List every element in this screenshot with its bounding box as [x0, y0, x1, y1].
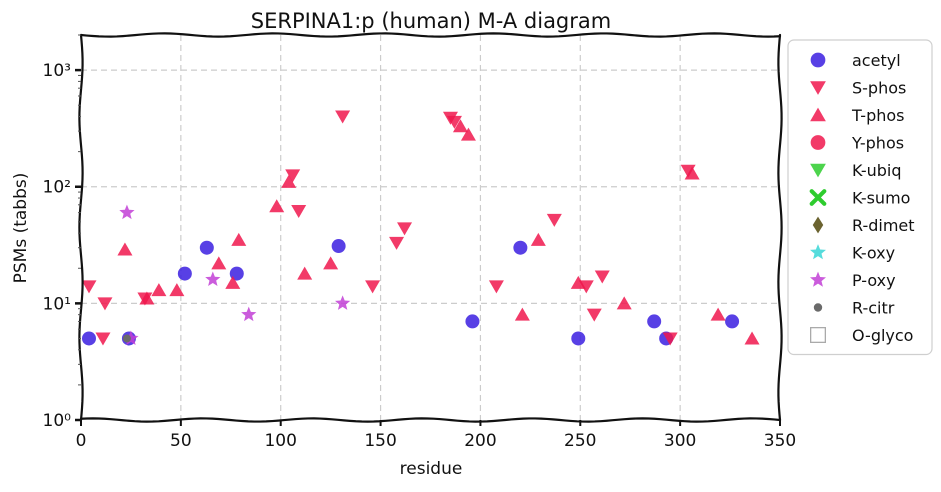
x-tick-label: 300	[664, 431, 696, 451]
point-s-phos	[594, 270, 610, 284]
x-tick-label: 200	[464, 431, 496, 451]
point-s-phos	[488, 280, 504, 294]
x-axis-label: residue	[400, 459, 463, 479]
legend-marker-o-glyco	[810, 326, 827, 343]
point-t-phos	[231, 232, 247, 246]
point-s-phos	[546, 213, 562, 227]
point-s-phos	[389, 236, 405, 250]
legend-label-y-phos: Y-phos	[851, 134, 904, 153]
point-t-phos	[744, 331, 760, 345]
point-p-oxy	[241, 306, 257, 322]
y-axis: 10⁰ 10¹ 10² 10³	[43, 34, 81, 431]
point-t-phos	[323, 256, 339, 270]
legend-marker-y-phos	[810, 135, 826, 150]
x-tick-label: 50	[170, 431, 192, 451]
point-t-phos	[452, 119, 468, 133]
point-t-phos	[514, 307, 530, 321]
point-t-phos	[570, 275, 586, 289]
x-tick-label: 350	[764, 431, 796, 451]
legend-label-r-citr: R-citr	[852, 299, 895, 318]
x-tick-label: 0	[76, 431, 87, 451]
point-p-oxy	[205, 271, 221, 287]
y-tick-label: 10¹	[43, 294, 71, 314]
legend-label-o-glyco: O-glyco	[852, 326, 913, 345]
legend-label-s-phos: S-phos	[852, 79, 906, 98]
legend-marker-r-dimet	[812, 216, 824, 234]
y-axis-label: PSMs (tabbs)	[11, 173, 31, 284]
point-t-phos	[139, 291, 155, 305]
point-acetyl	[513, 240, 528, 255]
frame-left	[78, 33, 84, 422]
legend-label-t-phos: T-phos	[851, 106, 905, 125]
legend-marker-k-ubiq	[810, 163, 826, 178]
point-p-oxy	[335, 295, 351, 310]
point-acetyl	[81, 331, 96, 346]
frame-bottom	[79, 417, 782, 423]
point-s-phos	[586, 308, 602, 322]
point-s-phos	[662, 332, 678, 346]
point-acetyl	[647, 314, 662, 329]
frame-top	[79, 32, 782, 38]
point-t-phos	[684, 166, 700, 180]
legend-marker-p-oxy	[810, 271, 826, 287]
legend-label-p-oxy: P-oxy	[852, 271, 896, 290]
legend-label-k-sumo: K-sumo	[852, 189, 910, 208]
legend-label-k-oxy: K-oxy	[852, 244, 895, 263]
y-tick-label: 10⁰	[43, 411, 72, 431]
point-t-phos	[169, 283, 185, 297]
point-t-phos	[460, 127, 476, 141]
point-s-phos	[335, 110, 351, 124]
legend-marker-s-phos	[810, 81, 826, 95]
point-acetyl	[725, 314, 740, 329]
legend-label-r-dimet: R-dimet	[852, 216, 915, 235]
point-s-phos	[97, 297, 113, 311]
frame-right	[777, 33, 783, 422]
point-p-oxy	[123, 330, 139, 345]
point-s-phos	[81, 280, 97, 294]
legend-label-k-ubiq: K-ubiq	[852, 161, 901, 180]
point-r-citr	[122, 334, 131, 343]
point-acetyl	[571, 331, 586, 346]
point-t-phos	[117, 242, 133, 256]
point-t-phos	[297, 266, 313, 280]
legend-marker-k-oxy	[810, 244, 826, 260]
point-t-phos	[211, 256, 227, 270]
legend-marker-k-sumo	[809, 189, 827, 206]
point-t-phos	[616, 296, 632, 310]
grid	[81, 35, 780, 420]
point-t-phos	[225, 275, 241, 289]
y-tick-label: 10²	[43, 178, 71, 198]
point-s-phos	[365, 280, 381, 294]
point-t-phos	[530, 232, 546, 246]
point-acetyl	[331, 239, 346, 254]
legend-marker-acetyl	[810, 52, 826, 68]
legend-marker-t-phos	[810, 107, 826, 122]
x-axis: 0 50 100 150 200 250 300 350	[76, 420, 796, 451]
x-tick-label: 150	[364, 431, 396, 451]
point-acetyl	[199, 240, 214, 255]
point-t-phos	[151, 283, 167, 297]
chart-title: SERPINA1:p (human) M-A diagram	[251, 9, 611, 33]
legend-label-acetyl: acetyl	[852, 51, 901, 70]
x-tick-label: 250	[564, 431, 596, 451]
point-acetyl	[465, 314, 480, 329]
data-marks	[81, 110, 760, 346]
point-t-phos	[710, 307, 726, 321]
point-s-phos	[446, 115, 462, 129]
point-s-phos	[397, 222, 413, 236]
point-p-oxy	[119, 204, 135, 220]
point-t-phos	[281, 174, 297, 188]
legend-marker-r-citr	[813, 303, 823, 312]
plot-frame	[78, 32, 783, 423]
point-s-phos	[285, 169, 301, 183]
point-acetyl	[177, 266, 192, 281]
y-tick-label: 10³	[43, 61, 71, 81]
point-s-phos	[291, 204, 307, 218]
point-s-phos	[95, 332, 111, 346]
x-tick-label: 100	[264, 431, 296, 451]
legend: acetyl S-phos T-phos Y-phos K-ubiq K-sumo R-di…	[787, 39, 933, 356]
point-t-phos	[269, 199, 285, 213]
